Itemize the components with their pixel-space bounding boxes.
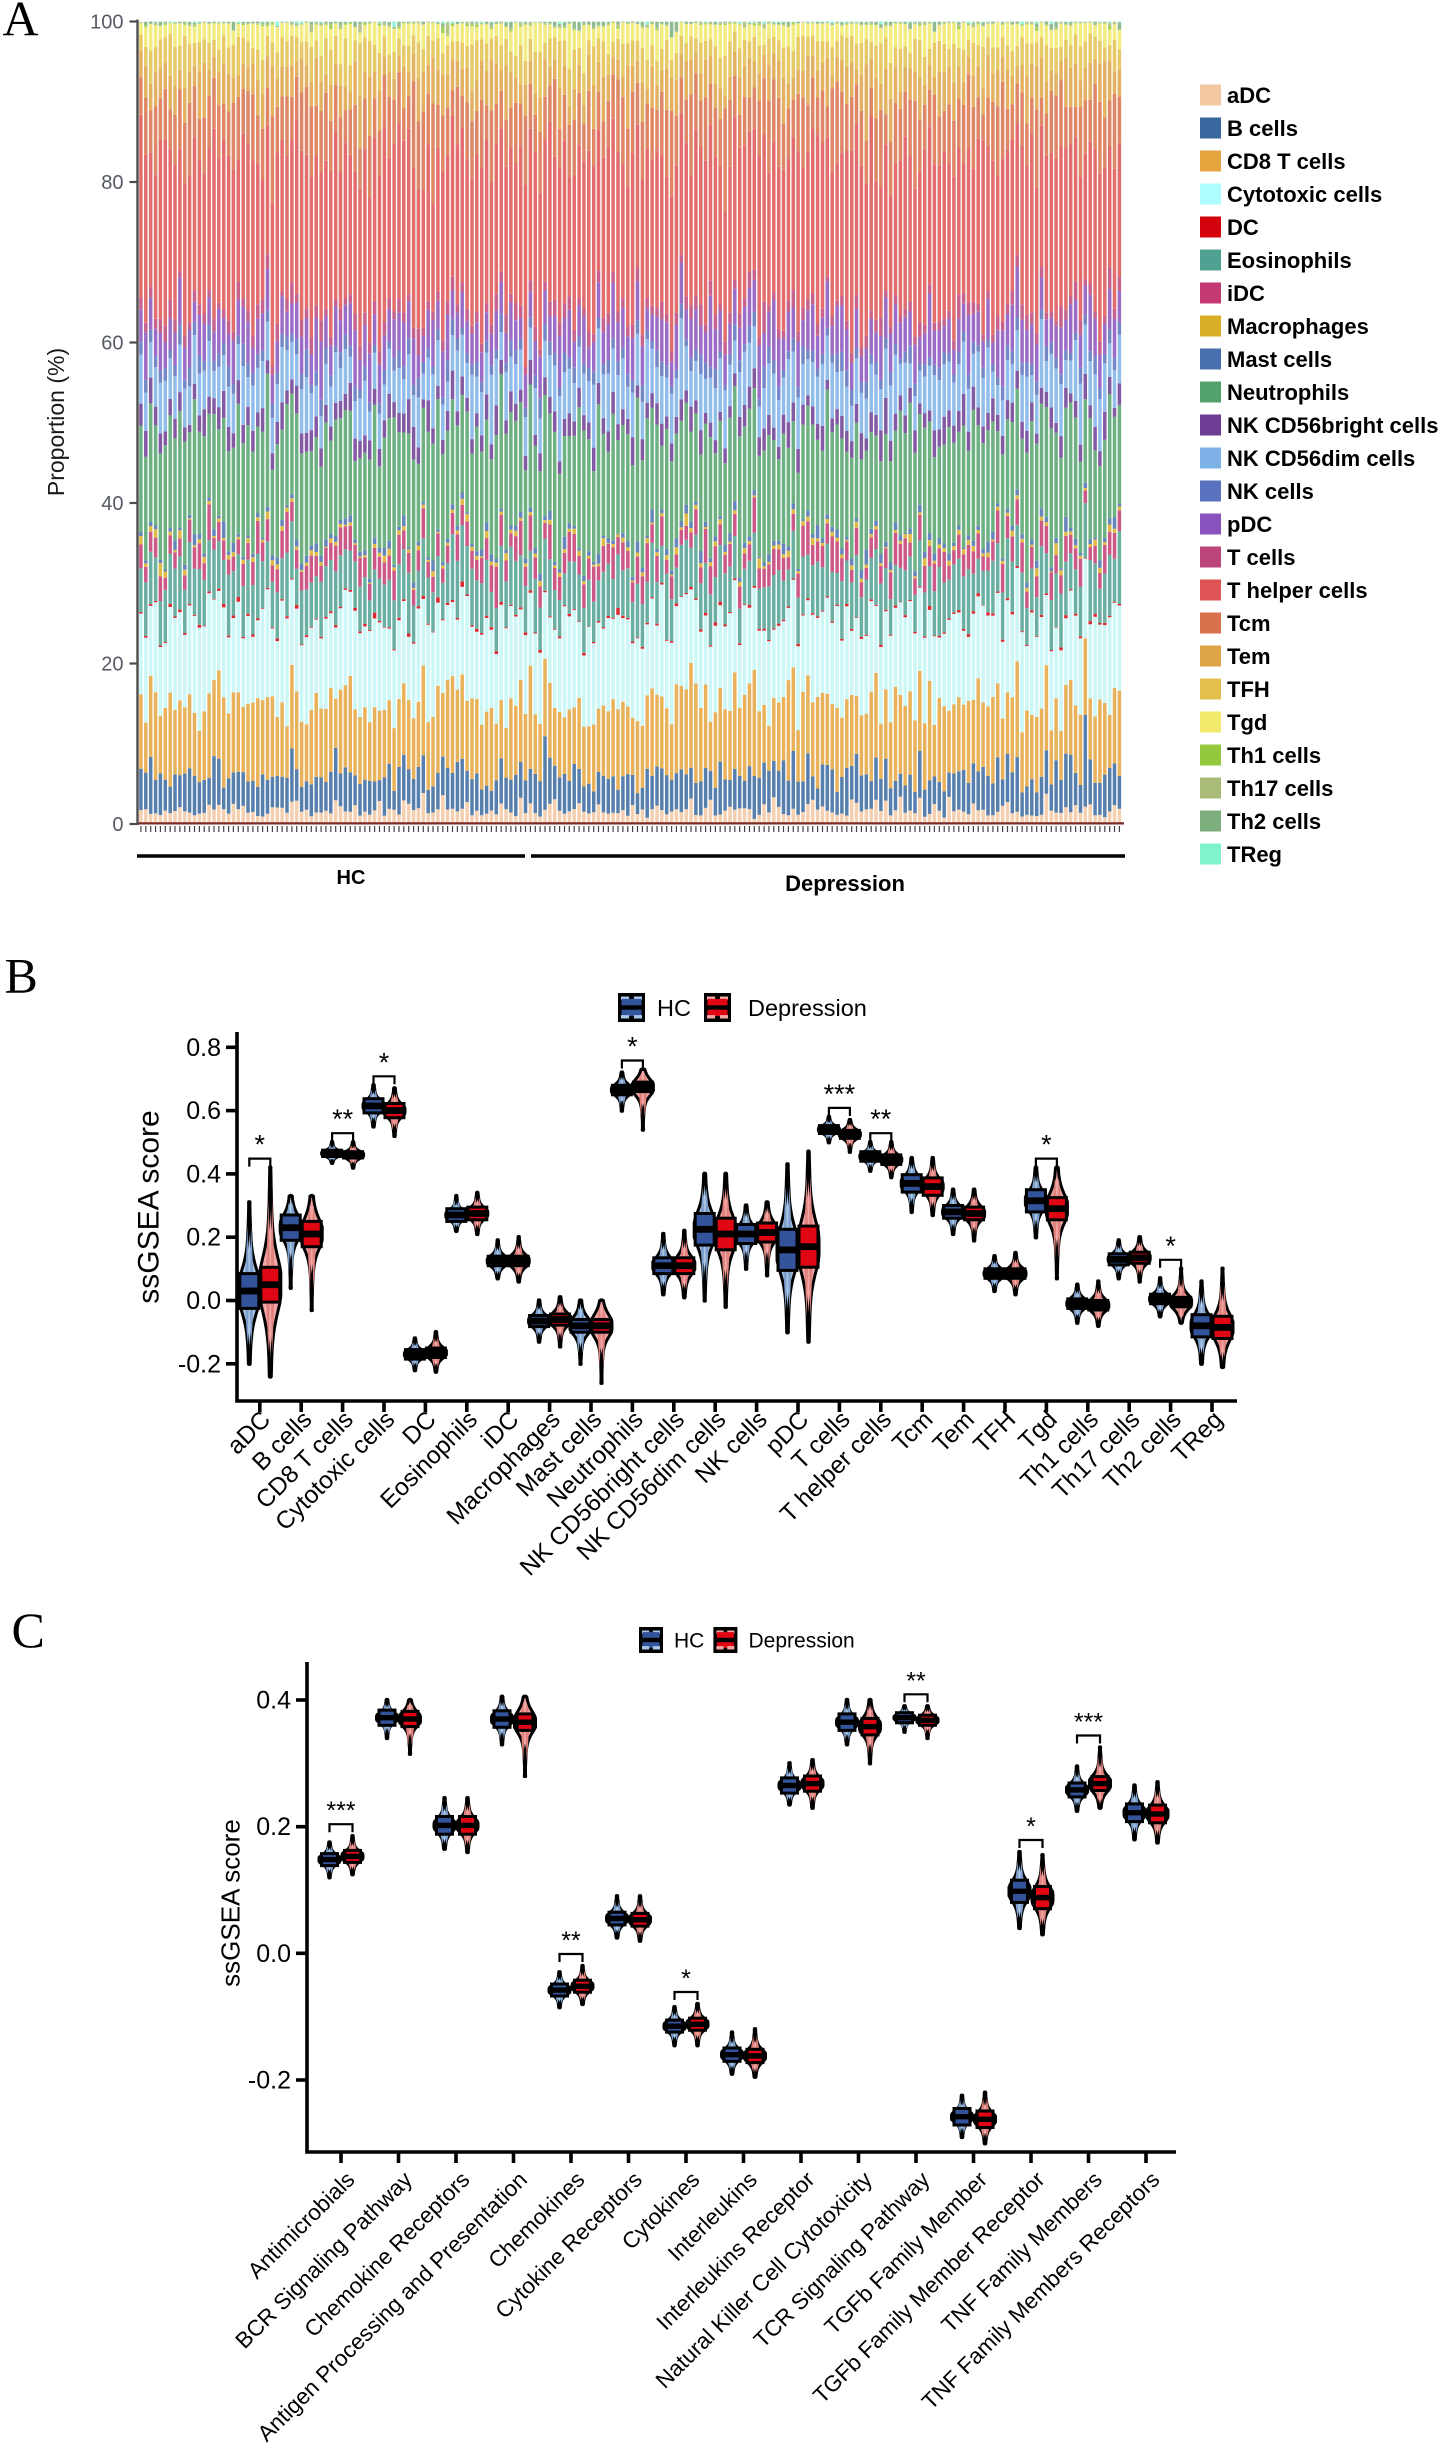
svg-text:*: * [627, 1032, 638, 1062]
svg-text:ssGSEA score: ssGSEA score [216, 1819, 246, 1987]
svg-text:T cells: T cells [1227, 545, 1295, 570]
svg-text:0: 0 [112, 814, 123, 836]
svg-text:**: ** [561, 1927, 581, 1955]
svg-text:NK CD56dim cells: NK CD56dim cells [1227, 446, 1415, 471]
svg-text:**: ** [906, 1667, 926, 1695]
svg-text:B cells: B cells [1227, 116, 1298, 141]
svg-text:Mast cells: Mast cells [1227, 347, 1332, 372]
svg-text:Depression: Depression [748, 995, 867, 1021]
svg-text:20: 20 [101, 654, 123, 676]
svg-text:80: 80 [101, 172, 123, 194]
svg-text:-0.2: -0.2 [178, 1350, 221, 1378]
svg-text:0.6: 0.6 [186, 1097, 221, 1125]
svg-text:Proportion (%): Proportion (%) [43, 348, 69, 496]
svg-text:Cytotoxic cells: Cytotoxic cells [1227, 182, 1382, 207]
svg-text:CD8 T cells: CD8 T cells [1227, 149, 1346, 174]
svg-text:0.8: 0.8 [186, 1034, 221, 1062]
svg-text:***: *** [326, 1797, 355, 1825]
svg-text:HC: HC [337, 867, 366, 889]
svg-text:TFH: TFH [1227, 677, 1270, 702]
svg-text:0.0: 0.0 [256, 1940, 291, 1968]
svg-text:NK cells: NK cells [1227, 479, 1314, 504]
svg-text:T helper cells: T helper cells [1227, 578, 1368, 603]
svg-text:0.0: 0.0 [186, 1287, 221, 1315]
svg-text:C: C [12, 1602, 45, 1658]
svg-text:100: 100 [90, 12, 123, 34]
svg-text:ssGSEA score: ssGSEA score [133, 1110, 166, 1303]
svg-text:HC: HC [657, 995, 691, 1021]
svg-text:Th2 cells: Th2 cells [1227, 809, 1321, 834]
svg-text:NK CD56bright cells: NK CD56bright cells [1227, 413, 1438, 438]
svg-text:Th17 cells: Th17 cells [1227, 776, 1333, 801]
svg-text:0.4: 0.4 [186, 1160, 221, 1188]
svg-text:iDC: iDC [1227, 281, 1265, 306]
svg-text:pDC: pDC [1227, 512, 1272, 537]
svg-text:Neutrophils: Neutrophils [1227, 380, 1349, 405]
svg-text:A: A [3, 0, 39, 47]
svg-text:*: * [1026, 1813, 1036, 1841]
svg-text:**: ** [332, 1104, 354, 1134]
svg-text:*: * [379, 1047, 390, 1077]
svg-text:Tem: Tem [1227, 644, 1271, 669]
svg-text:TReg: TReg [1227, 842, 1282, 867]
svg-text:Eosinophils: Eosinophils [1227, 248, 1352, 273]
svg-text:DC: DC [1227, 215, 1259, 240]
svg-text:***: *** [1074, 1709, 1103, 1737]
svg-text:*: * [1165, 1231, 1176, 1261]
svg-text:**: ** [870, 1104, 892, 1134]
svg-text:aDC: aDC [1227, 83, 1271, 108]
svg-text:0.2: 0.2 [186, 1224, 221, 1252]
svg-text:0.2: 0.2 [256, 1813, 291, 1841]
svg-text:0.4: 0.4 [256, 1687, 291, 1715]
svg-text:Depression: Depression [749, 1630, 855, 1653]
svg-text:60: 60 [101, 333, 123, 355]
svg-text:Tcm: Tcm [1227, 611, 1271, 636]
svg-text:Th1 cells: Th1 cells [1227, 743, 1321, 768]
svg-text:40: 40 [101, 493, 123, 515]
svg-text:*: * [255, 1130, 266, 1160]
svg-text:*: * [681, 1965, 691, 1993]
svg-text:-0.2: -0.2 [248, 2067, 291, 2095]
svg-text:Depression: Depression [785, 871, 905, 896]
svg-text:Macrophages: Macrophages [1227, 314, 1369, 339]
svg-text:***: *** [824, 1079, 856, 1109]
svg-text:Tgd: Tgd [1227, 710, 1267, 735]
svg-text:HC: HC [674, 1630, 704, 1653]
svg-text:*: * [1041, 1130, 1052, 1160]
svg-text:B: B [5, 948, 38, 1004]
